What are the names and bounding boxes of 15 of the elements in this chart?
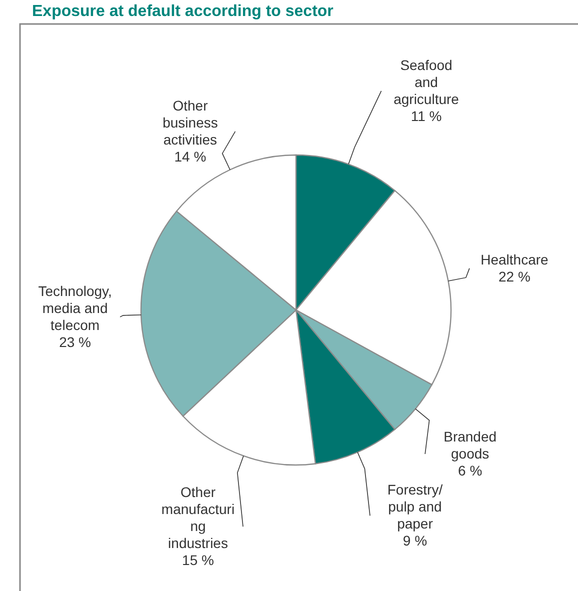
data-label: 23 % <box>59 334 92 350</box>
data-label: 22 % <box>498 268 530 284</box>
slice-label: Technology, media and telecom <box>38 282 112 333</box>
slice-label: Healthcare <box>480 251 549 268</box>
data-label: 11 % <box>410 108 442 124</box>
data-label: 15 % <box>182 552 214 568</box>
slice-label: Branded goods <box>444 428 497 462</box>
slice-label: Other manufacturi ng industries <box>161 484 235 552</box>
chart-title: Exposure at default according to sector <box>32 3 334 20</box>
data-label: 9 % <box>402 532 428 549</box>
slice-label: Seafood and agriculture <box>394 56 460 107</box>
slice-label: Forestry/ pulp and paper <box>387 482 443 532</box>
data-label: 6 % <box>458 462 482 479</box>
slice-label: Other business activities <box>162 97 218 148</box>
data-label: 14 % <box>174 148 206 164</box>
